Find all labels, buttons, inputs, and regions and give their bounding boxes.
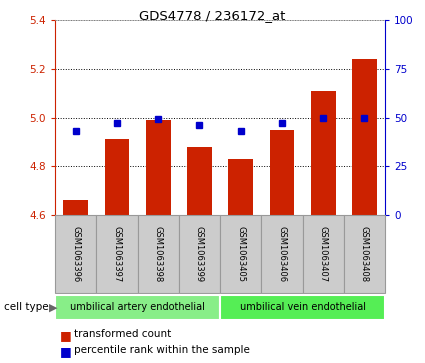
Text: GSM1063397: GSM1063397: [112, 226, 122, 282]
Text: GSM1063396: GSM1063396: [71, 226, 80, 282]
Text: GDS4778 / 236172_at: GDS4778 / 236172_at: [139, 9, 286, 22]
Text: ▶: ▶: [49, 302, 57, 313]
Text: GSM1063399: GSM1063399: [195, 226, 204, 282]
Bar: [146, 120, 170, 215]
Bar: [220, 295, 385, 320]
Text: percentile rank within the sample: percentile rank within the sample: [74, 345, 250, 355]
Text: GSM1063406: GSM1063406: [278, 226, 286, 282]
Bar: [55, 295, 220, 320]
Text: GSM1063398: GSM1063398: [153, 226, 163, 282]
Text: GSM1063405: GSM1063405: [236, 226, 245, 282]
Bar: [179, 215, 220, 293]
Bar: [303, 215, 344, 293]
Bar: [311, 91, 335, 215]
Text: cell type: cell type: [4, 302, 49, 313]
Text: transformed count: transformed count: [74, 329, 172, 339]
Bar: [344, 215, 385, 293]
Bar: [269, 130, 294, 215]
Bar: [96, 215, 138, 293]
Bar: [220, 215, 261, 293]
Bar: [352, 59, 377, 215]
Bar: [105, 139, 129, 215]
Bar: [55, 215, 96, 293]
Text: umbilical artery endothelial: umbilical artery endothelial: [70, 302, 205, 313]
Bar: [187, 147, 212, 215]
Bar: [63, 200, 88, 215]
Text: ■: ■: [60, 345, 72, 358]
Bar: [138, 215, 179, 293]
Text: ■: ■: [60, 329, 72, 342]
Text: GSM1063407: GSM1063407: [319, 226, 328, 282]
Bar: [261, 215, 303, 293]
Text: umbilical vein endothelial: umbilical vein endothelial: [240, 302, 366, 313]
Bar: [228, 159, 253, 215]
Text: GSM1063408: GSM1063408: [360, 226, 369, 282]
